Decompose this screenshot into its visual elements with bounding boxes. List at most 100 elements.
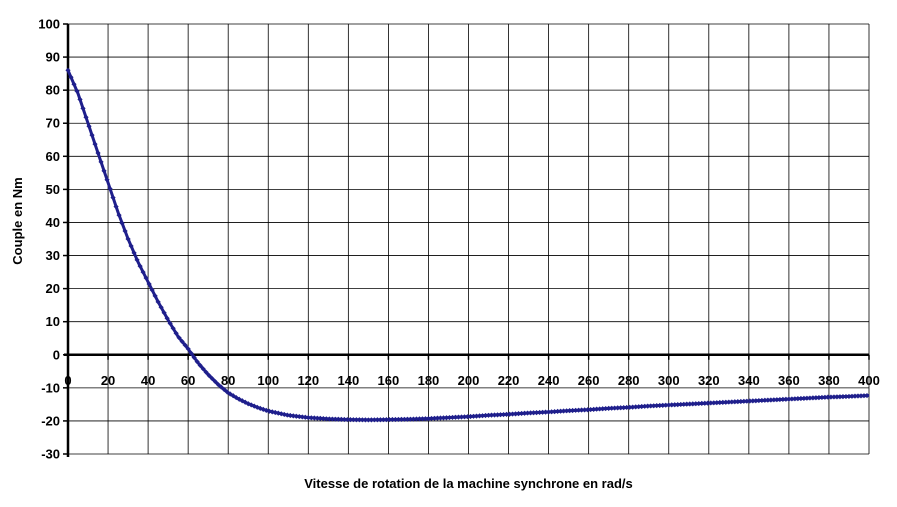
data-point-marker	[179, 338, 185, 345]
data-point-marker	[633, 404, 639, 410]
x-tick-label: 400	[858, 373, 880, 388]
data-point-marker	[515, 411, 522, 417]
data-point-marker	[564, 408, 570, 414]
data-point-marker	[603, 405, 609, 412]
data-point-marker	[422, 416, 429, 422]
data-point-marker	[654, 403, 660, 409]
data-point-marker	[825, 394, 831, 400]
y-tick-label: 70	[46, 116, 60, 131]
data-point-marker	[579, 407, 585, 413]
y-tick-label: 80	[46, 83, 60, 98]
data-point-marker	[377, 417, 383, 423]
y-tick-label: -30	[41, 447, 60, 462]
data-point-marker	[612, 405, 618, 411]
data-point-marker	[80, 105, 86, 111]
data-point-marker	[672, 402, 678, 408]
data-point-marker	[786, 396, 792, 402]
data-point-marker	[570, 407, 576, 414]
data-point-marker	[618, 405, 624, 411]
data-point-marker	[831, 394, 837, 400]
data-point-marker	[527, 410, 534, 416]
data-point-marker	[558, 408, 564, 414]
data-point-marker	[494, 412, 501, 418]
data-point-marker	[744, 398, 750, 404]
data-point-marker	[609, 405, 615, 411]
data-point-marker	[732, 399, 738, 405]
x-tick-label: 240	[538, 373, 560, 388]
data-point-marker	[437, 415, 444, 421]
data-point-marker	[185, 346, 191, 352]
data-point-marker	[128, 243, 134, 249]
data-point-marker	[122, 228, 128, 234]
data-point-marker	[660, 402, 666, 408]
data-point-marker	[696, 400, 702, 407]
data-point-marker	[107, 186, 113, 192]
data-point-marker	[110, 195, 116, 201]
data-point-marker	[711, 400, 717, 406]
axes	[63, 23, 870, 457]
y-tick-label: -20	[41, 413, 60, 428]
data-point-marker	[708, 400, 714, 406]
data-point-marker	[164, 315, 170, 321]
data-point-marker	[218, 384, 224, 390]
x-tick-label: 20	[101, 373, 115, 388]
x-tick-label: 360	[778, 373, 800, 388]
data-point-marker	[266, 408, 272, 414]
data-point-marker	[840, 394, 846, 400]
data-point-marker	[311, 415, 317, 421]
data-point-marker	[386, 416, 393, 423]
data-point-marker	[161, 310, 167, 316]
data-point-marker	[347, 417, 353, 423]
x-tick-label: 120	[297, 373, 319, 388]
data-point-marker	[167, 320, 173, 326]
data-point-marker	[717, 399, 723, 406]
data-point-marker	[648, 403, 654, 409]
data-point-marker	[401, 416, 408, 422]
data-point-marker	[419, 416, 426, 422]
data-point-marker	[597, 406, 603, 412]
data-point-marker	[116, 212, 122, 218]
x-tick-label: 160	[378, 373, 400, 388]
data-point-marker	[89, 132, 95, 138]
data-point-marker	[774, 397, 780, 403]
data-point-marker	[389, 416, 396, 423]
data-point-marker	[338, 416, 344, 422]
data-point-marker	[290, 413, 296, 419]
data-point-marker	[756, 397, 762, 404]
data-point-marker	[362, 417, 368, 423]
data-point-marker	[663, 402, 669, 408]
data-point-marker	[464, 414, 471, 420]
x-tick-label: 40	[141, 373, 155, 388]
data-point-marker	[134, 257, 140, 263]
x-tick-label: 220	[498, 373, 520, 388]
data-point-marker	[837, 394, 843, 400]
x-tick-label: 180	[418, 373, 440, 388]
data-point-marker	[350, 417, 356, 423]
data-point-marker	[594, 406, 600, 412]
data-point-marker	[410, 416, 417, 422]
data-point-marker	[521, 410, 528, 416]
data-point-marker	[101, 168, 107, 174]
data-point-marker	[735, 399, 741, 405]
data-point-marker	[801, 395, 807, 401]
data-point-marker	[200, 366, 206, 372]
data-point-marker	[741, 398, 747, 404]
data-point-marker	[777, 396, 783, 403]
data-point-marker	[846, 393, 852, 400]
data-point-marker	[260, 406, 266, 412]
data-point-marker	[687, 401, 693, 407]
data-point-marker	[759, 397, 765, 404]
data-point-marker	[813, 395, 819, 401]
data-point-marker	[503, 411, 510, 418]
data-point-marker	[488, 412, 495, 418]
data-point-marker	[431, 415, 438, 421]
data-point-marker	[143, 275, 149, 281]
data-point-marker	[374, 417, 380, 423]
data-point-marker	[416, 416, 423, 422]
x-tick-label: 380	[818, 373, 840, 388]
data-point-marker	[573, 407, 579, 413]
data-point-marker	[119, 220, 125, 226]
x-tick-label: 200	[458, 373, 480, 388]
data-point-marker	[473, 413, 480, 419]
data-point-marker	[576, 407, 582, 413]
